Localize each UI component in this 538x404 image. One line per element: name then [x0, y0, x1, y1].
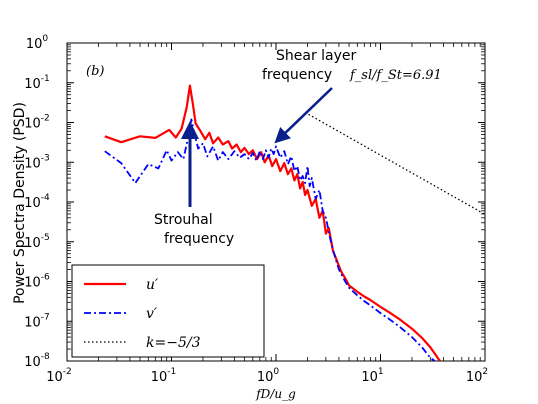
legend-label-u: u′ [146, 277, 159, 293]
strouhal-annotation-line-2: frequency [164, 231, 234, 247]
y-tick-exponent: -1 [41, 74, 50, 84]
x-tick-label: 102 [466, 367, 488, 385]
y-tick-label: 10-4 [24, 193, 50, 211]
y-tick-exponent: -3 [41, 153, 50, 163]
y-tick-label: 10-6 [24, 273, 50, 291]
y-tick-exponent: -5 [41, 233, 50, 243]
shear-annotation-line-1: Shear layer [276, 48, 357, 64]
legend-label-v: v′ [146, 306, 158, 322]
y-tick-exponent: -6 [41, 273, 50, 283]
panel-label: (b) [86, 64, 104, 79]
y-tick-label: 10-5 [24, 233, 50, 251]
x-tick-exponent: 0 [273, 367, 279, 377]
y-tick-label: 10-3 [24, 153, 50, 171]
shear-layer-annotation: Shear layer frequency f_sl/f_St=6.91 [262, 48, 442, 144]
y-tick-label: 100 [26, 34, 49, 52]
y-tick-exponent: -4 [41, 193, 50, 203]
x-tick-label: 100 [257, 367, 280, 385]
x-axis-title: fD/u_g [255, 387, 296, 401]
y-tick-exponent: -7 [41, 312, 50, 322]
x-tick-label: 101 [361, 367, 383, 385]
shear-annotation-ratio: f_sl/f_St=6.91 [349, 68, 442, 83]
y-tick-exponent: 0 [42, 34, 48, 44]
strouhal-annotation: Strouhal frequency [154, 121, 234, 247]
x-tick-label: 10-1 [151, 367, 177, 385]
y-tick-exponent: -8 [41, 352, 50, 362]
shear-annotation-line-2: frequency [262, 67, 332, 83]
x-tick-exponent: 2 [482, 367, 488, 377]
y-tick-label: 10-2 [24, 114, 50, 132]
y-axis-title: Power Spectra Density (PSD) [12, 102, 28, 304]
x-tick-exponent: -1 [167, 367, 176, 377]
x-tick-exponent: -2 [63, 367, 72, 377]
y-tick-exponent: -2 [41, 114, 50, 124]
strouhal-annotation-line-1: Strouhal [154, 212, 213, 228]
y-tick-label: 10-8 [24, 352, 50, 370]
y-tick-label: 10-7 [24, 312, 50, 330]
y-axis-ticks: 100 10-1 10-2 10-3 10-4 10-5 10-6 10-7 10-8 [24, 34, 485, 370]
series-k-line [304, 111, 485, 215]
y-tick-label: 10-1 [24, 74, 50, 92]
legend: u′ v′ k=−5/3 [71, 264, 265, 358]
series-v-line [104, 118, 436, 361]
legend-label-k: k=−5/3 [146, 335, 201, 351]
x-tick-label: 10-2 [46, 367, 72, 385]
x-tick-exponent: 1 [378, 367, 384, 377]
shear-annotation-arrow [274, 87, 333, 144]
